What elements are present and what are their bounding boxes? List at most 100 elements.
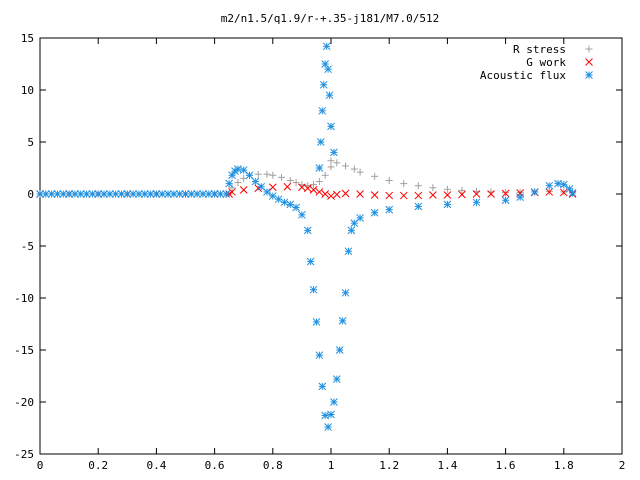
point-acoustic-flux: [370, 208, 379, 217]
point-acoustic-flux: [341, 288, 350, 297]
point-acoustic-flux: [306, 257, 315, 266]
axes: 0 0.2 0.4 0.6 0.8 1 1.2 1.4 1.6 1.8 2 15 10 5 0 -5 -10 -1…: [14, 32, 625, 472]
point-r-stress: [327, 163, 335, 171]
series-acoustic-flux: [36, 42, 577, 431]
point-r-stress: [228, 184, 236, 192]
point-r-stress: [327, 157, 335, 165]
point-acoustic-flux: [319, 80, 328, 89]
point-acoustic-flux: [82, 190, 91, 198]
point-acoustic-flux: [175, 190, 184, 198]
point-r-stress: [310, 181, 318, 189]
x-tick-label: 1.6: [496, 459, 516, 472]
point-acoustic-flux: [332, 375, 341, 383]
legend-label: R stress: [513, 43, 566, 56]
y-tick-label: 10: [21, 84, 34, 97]
point-g-work: [385, 191, 394, 200]
point-acoustic-flux: [88, 190, 97, 198]
point-acoustic-flux: [344, 247, 353, 256]
point-acoustic-flux: [565, 184, 574, 193]
data-marks: [36, 42, 577, 431]
point-acoustic-flux: [330, 148, 338, 157]
x-tick-label: 0.2: [88, 459, 108, 472]
point-r-stress: [333, 159, 341, 167]
point-r-stress: [371, 172, 379, 180]
point-acoustic-flux: [315, 164, 324, 172]
point-r-stress: [350, 165, 358, 173]
point-g-work: [341, 189, 350, 198]
y-tick-label: 5: [27, 136, 34, 149]
point-acoustic-flux: [321, 60, 330, 68]
x-tick-label: 0: [37, 459, 44, 472]
point-acoustic-flux: [303, 226, 312, 235]
point-acoustic-flux: [263, 188, 271, 196]
point-acoustic-flux: [117, 190, 126, 198]
point-acoustic-flux: [325, 91, 334, 100]
point-acoustic-flux: [292, 203, 300, 212]
point-g-work: [428, 191, 437, 199]
point-r-stress: [400, 180, 408, 188]
point-acoustic-flux: [315, 351, 324, 360]
point-g-work: [356, 190, 364, 198]
point-g-work: [399, 191, 408, 200]
point-acoustic-flux: [65, 190, 73, 198]
x-tick-label: 1.8: [554, 459, 574, 472]
y-tick-label: 0: [27, 188, 34, 201]
point-acoustic-flux: [225, 179, 234, 188]
point-r-stress: [356, 168, 364, 176]
point-acoustic-flux: [318, 382, 327, 391]
point-acoustic-flux: [181, 190, 190, 198]
y-tick-label: -25: [14, 448, 34, 461]
x-tick-label: 1.4: [437, 459, 457, 472]
point-acoustic-flux: [228, 171, 236, 180]
point-acoustic-flux: [385, 205, 394, 214]
point-r-stress: [286, 176, 294, 184]
point-acoustic-flux: [59, 190, 68, 198]
y-tick-label: -10: [14, 292, 34, 305]
x-tick-label: 0.8: [263, 459, 283, 472]
point-acoustic-flux: [545, 181, 554, 190]
point-r-stress: [458, 186, 466, 194]
point-acoustic-flux: [330, 398, 338, 406]
point-g-work: [370, 191, 379, 199]
point-g-work: [239, 185, 248, 194]
point-acoustic-flux: [530, 188, 539, 196]
point-r-stress: [342, 162, 350, 170]
point-acoustic-flux: [298, 210, 306, 219]
point-r-stress: [429, 184, 437, 192]
y-tick-label: -20: [14, 396, 34, 409]
point-g-work: [283, 182, 292, 191]
legend-marker: [585, 58, 593, 66]
point-acoustic-flux: [568, 189, 577, 197]
point-r-stress: [292, 179, 300, 187]
point-r-stress: [315, 178, 323, 186]
point-g-work: [315, 188, 324, 196]
x-tick-label: 1: [328, 459, 335, 472]
point-g-work: [327, 192, 335, 200]
point-acoustic-flux: [327, 122, 335, 131]
point-r-stress: [278, 173, 286, 181]
legend-marker: [585, 71, 593, 79]
point-r-stress: [254, 170, 262, 178]
point-g-work: [268, 183, 277, 192]
point-r-stress: [234, 179, 242, 187]
point-acoustic-flux: [347, 226, 356, 235]
point-acoustic-flux: [516, 193, 525, 201]
x-tick-label: 0.4: [146, 459, 166, 472]
point-acoustic-flux: [309, 285, 318, 294]
point-acoustic-flux: [322, 42, 331, 51]
point-acoustic-flux: [245, 171, 254, 180]
point-g-work: [472, 190, 481, 198]
point-acoustic-flux: [312, 318, 321, 326]
y-tick-label: -15: [14, 344, 34, 357]
y-tick-label: -5: [21, 240, 34, 253]
point-g-work: [303, 184, 312, 193]
point-r-stress: [263, 170, 271, 178]
point-acoustic-flux: [356, 214, 364, 222]
point-acoustic-flux: [318, 106, 327, 115]
point-acoustic-flux: [316, 138, 325, 146]
point-r-stress: [269, 171, 277, 179]
point-g-work: [443, 191, 452, 199]
point-r-stress: [321, 171, 329, 179]
point-g-work: [414, 191, 423, 200]
